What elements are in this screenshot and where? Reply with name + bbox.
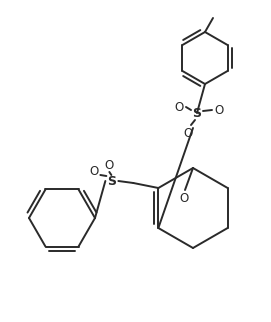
Text: O: O: [105, 158, 114, 172]
Text: O: O: [90, 165, 99, 177]
Text: O: O: [174, 100, 184, 113]
Text: O: O: [183, 127, 193, 139]
Text: O: O: [179, 192, 189, 204]
Text: O: O: [214, 103, 224, 117]
Text: S: S: [107, 175, 116, 187]
Text: S: S: [192, 107, 202, 119]
